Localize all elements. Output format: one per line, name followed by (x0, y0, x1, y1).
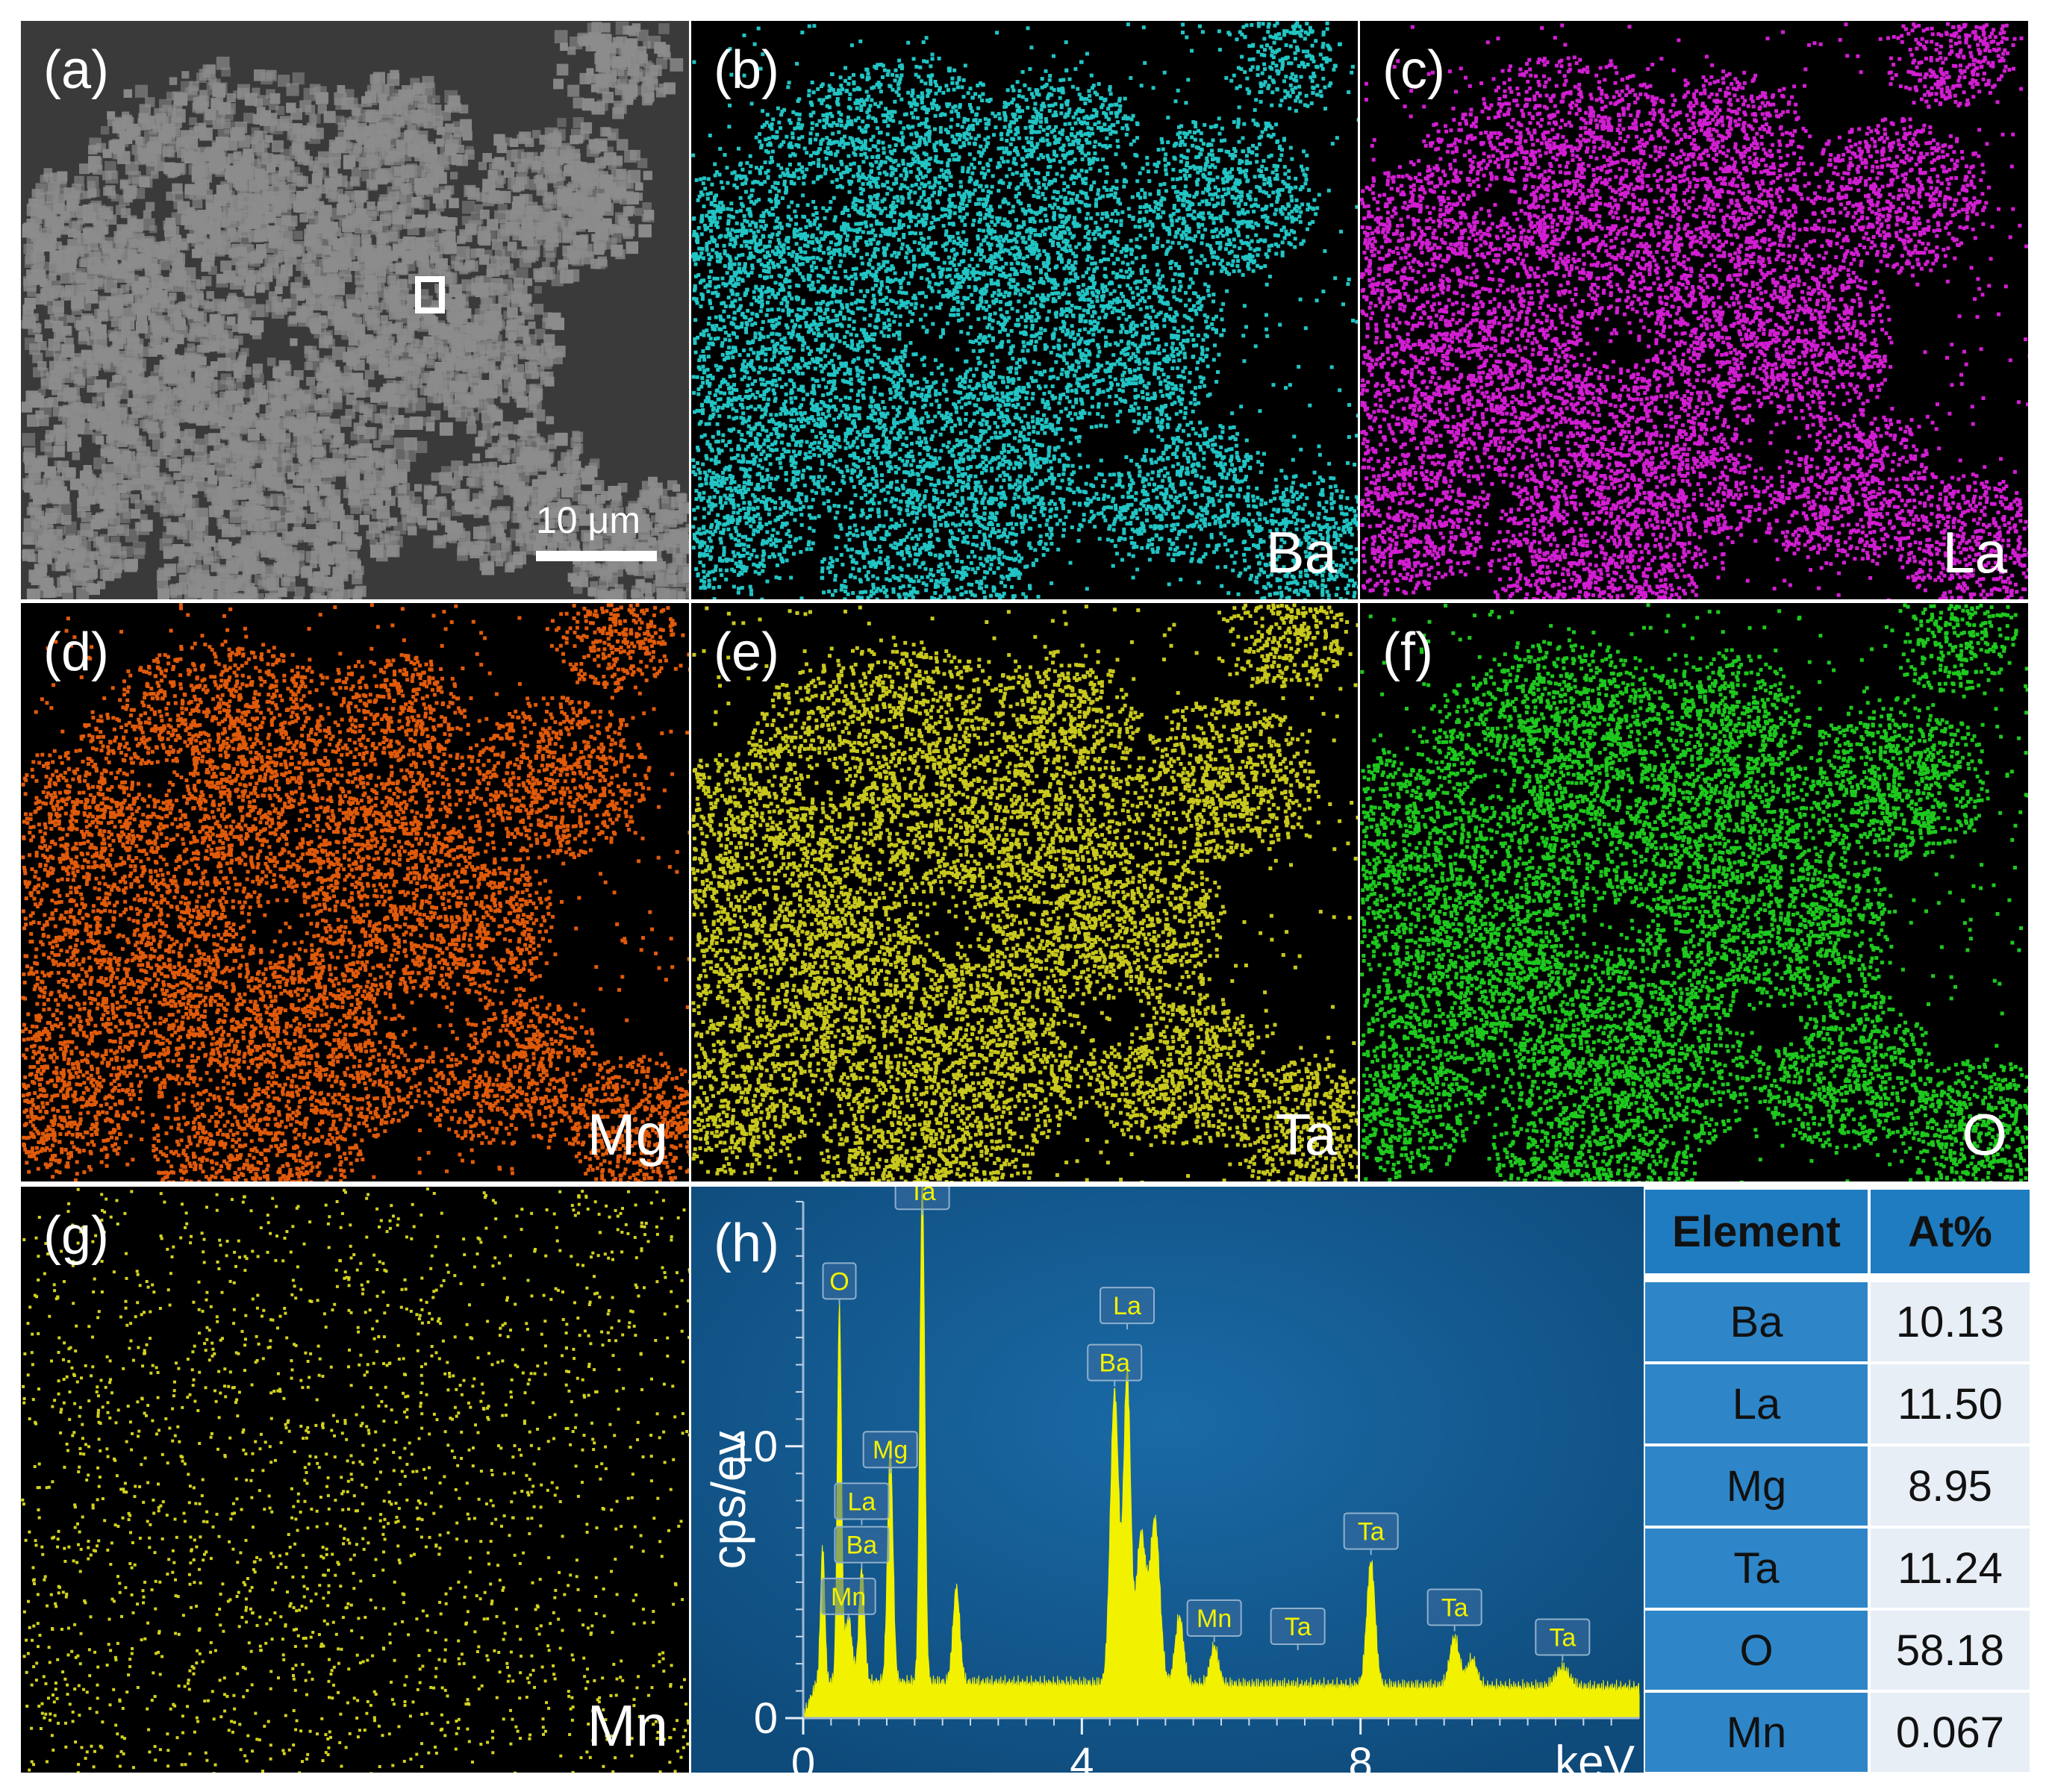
x-tick-label: 0 (791, 1739, 815, 1773)
peak-label-box (834, 1526, 890, 1564)
peak-label-box (1343, 1512, 1399, 1550)
table-header-at-percent: At% (1871, 1190, 2030, 1273)
x-axis-label: keV (1555, 1737, 1635, 1773)
y-axis-label: cps/ev (702, 1432, 755, 1570)
table-cell-element: Ta (1645, 1529, 1868, 1608)
peak-label: Ta (909, 1187, 936, 1206)
panel-b-ba-map: (b) Ba (691, 21, 1358, 599)
panel-a-sem-image: (a) 10 μm (21, 21, 689, 599)
panel-label: (a) (43, 43, 109, 97)
peak-label: O (829, 1267, 849, 1296)
element-label: O (1962, 1105, 2007, 1164)
panel-e-ta-map: (e) Ta (691, 603, 1358, 1181)
table-header-element: Element (1645, 1190, 1868, 1273)
element-label: La (1942, 523, 2007, 581)
table-cell-at-percent: 10.13 (1871, 1282, 2030, 1361)
table-cell-at-percent: 11.50 (1871, 1364, 2030, 1443)
composition-table: Element At% Ba 10.13 La 11.50 Mg 8.95 Ta 11.24 O 58… (1645, 1190, 2030, 1772)
table-cell-element: Ba (1645, 1282, 1868, 1361)
element-map-ba (691, 21, 1358, 599)
y-tick-label: 10 (729, 1423, 778, 1471)
panel-label: (d) (43, 625, 109, 679)
table-cell-at-percent: 11.24 (1871, 1529, 2030, 1608)
panel-label: (e) (714, 625, 779, 679)
table-cell-at-percent: 8.95 (1871, 1446, 2030, 1526)
peak-label: Ba (1099, 1349, 1130, 1378)
table-cell-element: O (1645, 1611, 1868, 1690)
panel-label: (g) (43, 1209, 109, 1263)
element-map-la (1360, 22, 2028, 599)
peak-label: Ba (846, 1532, 878, 1560)
element-label: Ta (1276, 1105, 1337, 1164)
element-label: Mn (587, 1696, 668, 1755)
peak-label: Mg (873, 1436, 908, 1464)
table-cell-element: Mn (1645, 1693, 1868, 1772)
element-map-o (1360, 603, 2028, 1181)
element-map-mg (21, 603, 689, 1181)
element-label: Mg (587, 1105, 668, 1164)
scale-bar (536, 551, 657, 561)
panel-label: (b) (714, 43, 779, 97)
x-tick-label: 4 (1070, 1739, 1094, 1773)
sem-texture (21, 21, 689, 599)
panel-label: (c) (1382, 43, 1445, 97)
panel-d-mg-map: (d) Mg (21, 603, 689, 1181)
x-tick-label: 8 (1349, 1739, 1373, 1773)
peak-label: La (847, 1487, 876, 1516)
element-label: Ba (1266, 523, 1337, 581)
peak-label: La (1113, 1292, 1141, 1320)
spectrum-area (803, 1187, 1640, 1719)
peak-label: Ta (1549, 1624, 1576, 1652)
table-cell-at-percent: 58.18 (1871, 1611, 2030, 1690)
table-cell-at-percent: 0.067 (1871, 1693, 2030, 1772)
panel-label: (f) (1382, 625, 1433, 679)
peak-label: Ta (1285, 1613, 1312, 1641)
peak-label-box (1270, 1607, 1326, 1645)
peak-label: Ta (1358, 1517, 1385, 1546)
eds-spectrum-chart: 0 10 0 4 8 keV cps/ev (h) Ta O Mg La Ba Mn La Ba Mn Ta Ta T… (691, 1187, 1644, 1773)
panel-g-mn-map: (g) Mn (21, 1187, 689, 1773)
panel-f-o-map: (f) O (1360, 603, 2028, 1181)
peak-label: Ta (1441, 1593, 1468, 1622)
peak-label: Mn (831, 1583, 866, 1611)
panel-label: (h) (714, 1214, 779, 1273)
selection-box (415, 276, 445, 313)
scale-bar-label: 10 μm (536, 499, 640, 542)
panel-h-eds-spectrum: 0 10 0 4 8 keV cps/ev (h) Ta O Mg La Ba Mn La Ba Mn Ta Ta T… (691, 1187, 1644, 1773)
panel-c-la-map: (c) La (1360, 21, 2028, 599)
table-cell-element: Mg (1645, 1446, 1868, 1526)
y-tick-label: 0 (754, 1694, 778, 1743)
element-map-mn (21, 1187, 689, 1773)
element-map-ta (691, 603, 1358, 1181)
peak-label: Mn (1197, 1605, 1232, 1633)
peak-label-box (1186, 1599, 1242, 1638)
table-cell-element: La (1645, 1364, 1868, 1443)
